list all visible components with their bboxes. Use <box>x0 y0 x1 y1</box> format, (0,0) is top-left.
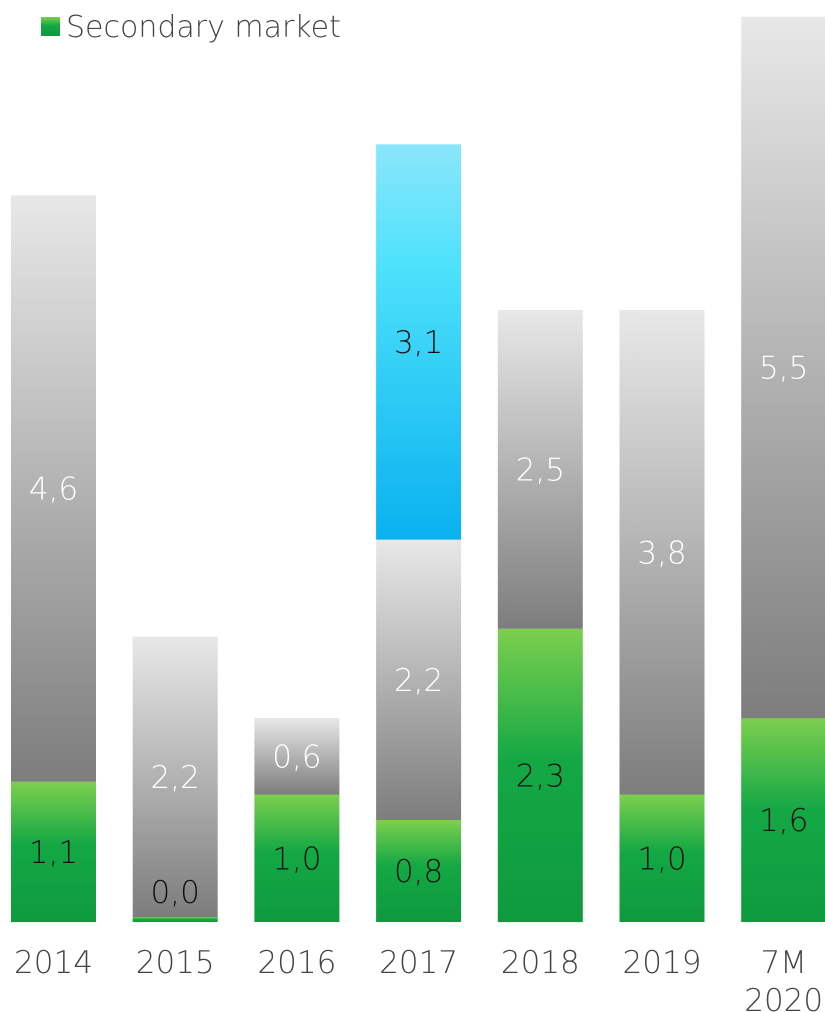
value-labels-layer: 1,1 4,6 0,0 2,2 1,0 0,6 0,8 2,2 3,1 2,3 2,5 1,0 3,8 1… <box>29 325 809 911</box>
category-label-6: 7M 2020 <box>744 945 823 1012</box>
category-labels-layer: 2014 2015 2016 2017 2018 2019 7M 2020 <box>14 945 823 1012</box>
bar-segment-gray-5 <box>619 310 705 795</box>
value-label-green-1: 0,0 <box>151 875 200 911</box>
bar-segment-gray-3 <box>376 539 462 820</box>
value-label-green-4: 2,3 <box>516 758 565 794</box>
category-label-1: 2015 <box>136 945 215 981</box>
value-label-gray-2: 0,6 <box>272 739 321 775</box>
value-label-gray-5: 3,8 <box>637 535 686 571</box>
value-label-gray-6: 5,5 <box>759 350 808 386</box>
bars-layer <box>11 16 825 923</box>
bar-segment-gray-6 <box>741 16 825 719</box>
value-label-gray-3: 2,2 <box>394 663 443 699</box>
bar-segment-green-5 <box>619 794 705 922</box>
legend-swatch <box>41 17 60 36</box>
bar-segment-green-1 <box>132 917 218 922</box>
value-label-gray-4: 2,5 <box>516 452 565 488</box>
legend: Secondary market <box>41 10 341 45</box>
value-label-gray-1: 2,2 <box>151 760 200 796</box>
bar-segment-green-0 <box>11 781 96 923</box>
value-label-green-2: 1,0 <box>272 841 321 877</box>
value-label-green-0: 1,1 <box>29 835 78 871</box>
bar-segment-gray-1 <box>132 636 218 917</box>
category-label-2: 2016 <box>257 945 336 981</box>
bar-segment-green-4 <box>497 628 583 923</box>
bar-segment-green-2 <box>254 794 340 922</box>
value-label-green-3: 0,8 <box>394 854 443 890</box>
bar-segment-gray-2 <box>254 718 340 795</box>
value-label-gray-0: 4,6 <box>29 472 78 508</box>
category-label-4: 2018 <box>501 945 580 981</box>
category-label-3: 2017 <box>379 945 458 981</box>
category-label-0: 2014 <box>14 945 93 981</box>
bar-segment-blue-3 <box>376 144 462 540</box>
value-label-green-5: 1,0 <box>637 841 686 877</box>
bar-segment-gray-0 <box>11 195 96 782</box>
value-label-green-6: 1,6 <box>759 803 808 839</box>
category-label-5: 2019 <box>623 945 702 981</box>
bar-segment-gray-4 <box>497 310 583 629</box>
bar-segment-green-6 <box>741 718 825 922</box>
value-label-blue-3: 3,1 <box>394 325 443 361</box>
legend-label: Secondary market <box>66 10 341 45</box>
bar-segment-green-3 <box>376 820 462 922</box>
